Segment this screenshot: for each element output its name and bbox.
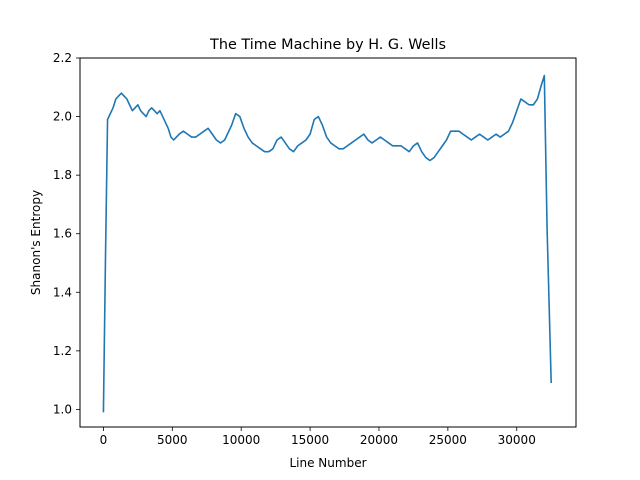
y-tick-label: 1.6 [53, 227, 72, 241]
y-tick-label: 1.8 [53, 168, 72, 182]
x-tick-label: 25000 [429, 433, 467, 447]
y-tick-label: 1.0 [53, 402, 72, 416]
y-tick-label: 1.4 [53, 285, 72, 299]
y-tick-label: 2.2 [53, 51, 72, 65]
chart-title: The Time Machine by H. G. Wells [209, 37, 446, 53]
x-tick-label: 5000 [157, 433, 188, 447]
x-axis-label: Line Number [289, 456, 366, 470]
y-tick-label: 2.0 [53, 110, 72, 124]
x-tick-label: 30000 [498, 433, 536, 447]
plot-frame [79, 57, 577, 428]
x-tick-label: 20000 [360, 433, 398, 447]
x-tick-label: 15000 [291, 433, 329, 447]
plot-layer [102, 74, 552, 413]
x-tick-label: 0 [100, 433, 108, 447]
series-line-0 [102, 74, 552, 413]
x-tick-label: 10000 [222, 433, 260, 447]
y-axis-label: Shanon's Entropy [29, 190, 43, 295]
ticks-layer: 0 5000 10000 15000 20000 25000 30000 1.0 1.2 1.4 1… [53, 51, 536, 447]
y-tick-label: 1.2 [53, 344, 72, 358]
